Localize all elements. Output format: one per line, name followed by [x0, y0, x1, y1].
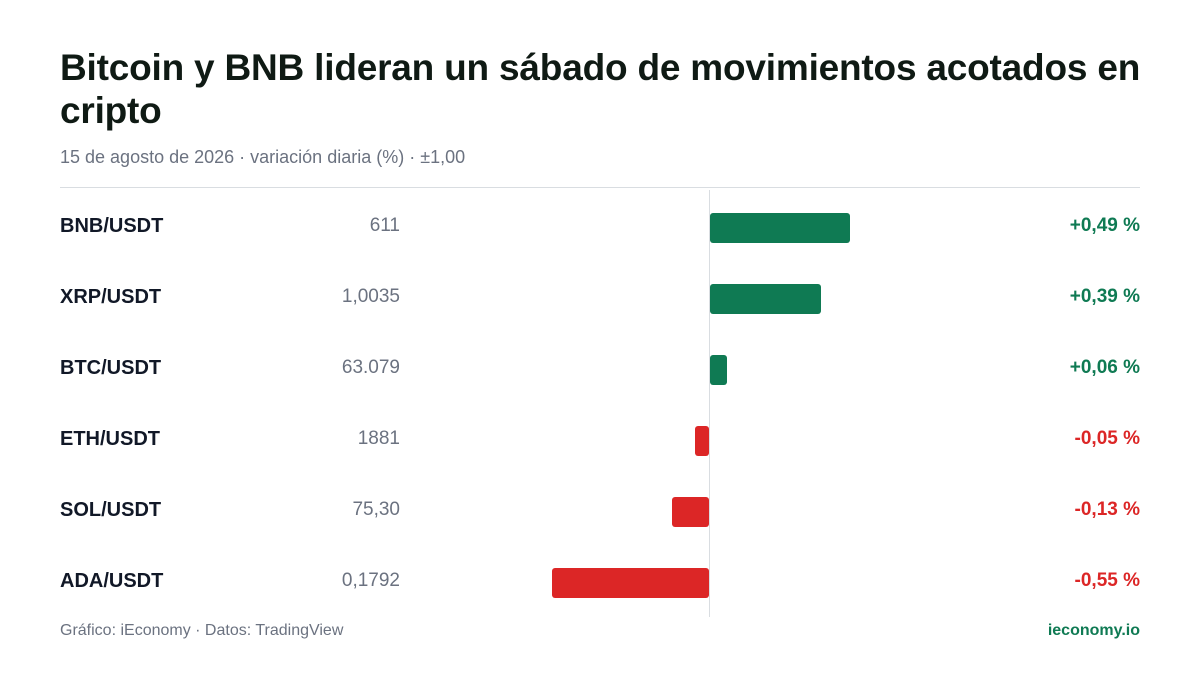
- change-bar: [671, 497, 709, 527]
- footer-brand: ieconomy.io: [1047, 622, 1140, 639]
- zero-axis-line: [709, 190, 710, 617]
- price-value: 611: [369, 215, 400, 236]
- pair-label: SOL/USDT: [60, 499, 162, 521]
- price-value: 1,0035: [341, 286, 400, 307]
- table-row: BTC/USDT 63.079 +0,06 %: [0, 333, 1200, 404]
- table-row: BNB/USDT 611 +0,49 %: [0, 191, 1200, 262]
- header-divider: [60, 187, 1140, 188]
- table-row: ADA/USDT 0,1792 -0,55 %: [0, 546, 1200, 617]
- price-value: 1881: [357, 428, 400, 449]
- pair-label: XRP/USDT: [60, 286, 162, 308]
- change-label: +0,06 %: [1069, 357, 1140, 378]
- price-value: 63.079: [341, 357, 400, 378]
- change-bar: [710, 284, 822, 314]
- chart-subtitle: 15 de agosto de 2026 · variación diaria …: [60, 147, 466, 167]
- change-bar: [552, 568, 709, 598]
- footer-source: Gráfico: iEconomy · Datos: TradingView: [60, 622, 344, 639]
- change-bar: [694, 426, 709, 456]
- price-value: 0,1792: [341, 570, 400, 591]
- chart-title: Bitcoin y BNB lideran un sábado de movim…: [60, 47, 1141, 131]
- change-label: +0,39 %: [1069, 286, 1140, 307]
- pair-label: BTC/USDT: [60, 357, 162, 379]
- price-value: 75,30: [352, 499, 400, 520]
- table-row: SOL/USDT 75,30 -0,13 %: [0, 475, 1200, 546]
- table-row: XRP/USDT 1,0035 +0,39 %: [0, 262, 1200, 333]
- table-row: ETH/USDT 1881 -0,05 %: [0, 404, 1200, 475]
- change-label: -0,55 %: [1074, 570, 1140, 591]
- change-label: -0,05 %: [1074, 428, 1140, 449]
- pair-label: ETH/USDT: [60, 428, 160, 450]
- pair-label: ADA/USDT: [60, 570, 164, 592]
- change-bar: [710, 213, 850, 243]
- pair-label: BNB/USDT: [60, 215, 164, 237]
- change-label: -0,13 %: [1074, 499, 1140, 520]
- change-bar: [710, 355, 728, 385]
- change-label: +0,49 %: [1069, 215, 1140, 236]
